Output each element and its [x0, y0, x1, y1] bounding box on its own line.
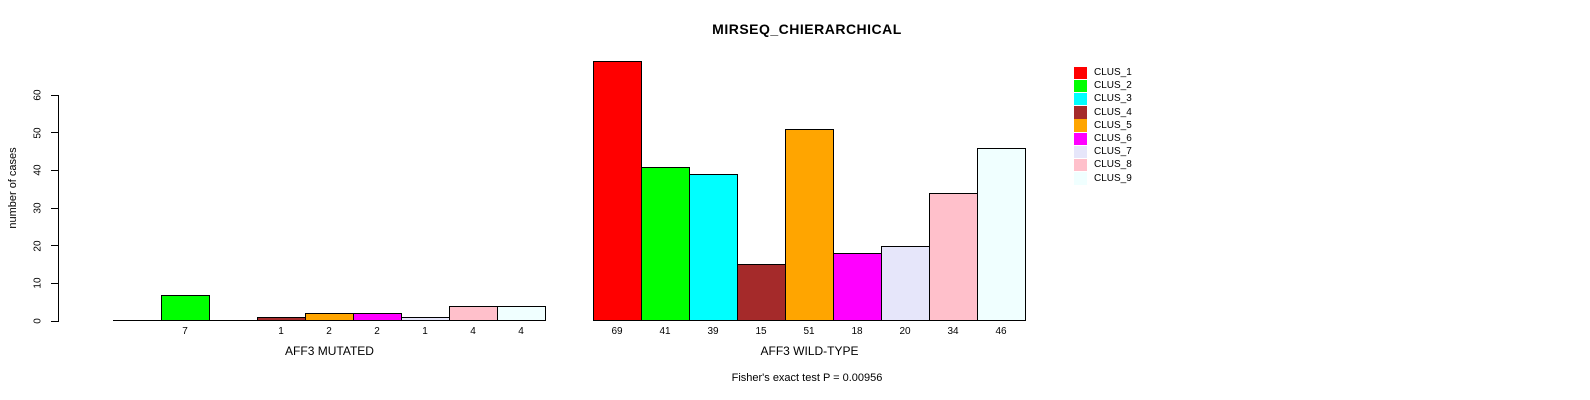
legend: CLUS_1 CLUS_2 CLUS_3 CLUS_4 CLUS_5 CLUS_6 CLUS… — [1074, 66, 1184, 188]
bar — [401, 317, 450, 321]
bar — [449, 306, 498, 321]
legend-row: CLUS_3 — [1074, 92, 1184, 106]
y-tick-label: 50 — [32, 127, 44, 139]
bar — [977, 148, 1026, 321]
bar — [497, 306, 546, 321]
bar-label: 34 — [947, 326, 959, 337]
legend-label: CLUS_6 — [1094, 133, 1132, 144]
legend-swatch — [1074, 92, 1087, 106]
y-tick-mark — [51, 207, 58, 209]
legend-label: CLUS_1 — [1094, 67, 1132, 78]
y-tick-mark — [51, 132, 58, 134]
bar-label: 69 — [611, 326, 623, 337]
bar-label: 4 — [470, 326, 476, 337]
legend-swatch — [1074, 158, 1087, 172]
legend-label: CLUS_5 — [1094, 119, 1132, 131]
legend-row: CLUS_5 — [1074, 119, 1184, 132]
group-label: AFF3 MUTATED — [285, 344, 374, 358]
bar — [785, 129, 834, 321]
bar — [881, 246, 930, 321]
legend-swatch — [1074, 79, 1087, 93]
bar-label: 2 — [374, 326, 380, 337]
legend-swatch — [1074, 132, 1087, 146]
bar — [641, 167, 690, 321]
bar — [689, 174, 738, 321]
bar-label: 2 — [326, 326, 332, 337]
legend-label: CLUS_7 — [1094, 146, 1132, 158]
y-axis-line — [58, 95, 59, 322]
legend-swatch — [1074, 66, 1087, 80]
bar-label: 51 — [803, 326, 815, 337]
legend-swatch — [1074, 145, 1087, 159]
chart-title: MIRSEQ_CHIERARCHICAL — [712, 21, 902, 37]
y-tick-label: 20 — [32, 240, 44, 252]
y-tick-mark — [51, 245, 58, 247]
bar-label: 4 — [518, 326, 524, 337]
legend-swatch — [1074, 172, 1087, 185]
bar — [737, 264, 786, 321]
legend-label: CLUS_4 — [1094, 106, 1132, 118]
legend-label: CLUS_9 — [1094, 172, 1132, 184]
bar-label: 15 — [755, 326, 767, 337]
bar — [161, 295, 210, 321]
legend-row: CLUS_1 — [1074, 66, 1184, 80]
bar — [929, 193, 978, 321]
legend-row: CLUS_8 — [1074, 158, 1184, 172]
bar-label: 1 — [278, 326, 284, 337]
legend-row: CLUS_6 — [1074, 132, 1184, 146]
bar — [593, 61, 642, 321]
bar-label: 20 — [899, 326, 911, 337]
legend-label: CLUS_8 — [1094, 159, 1132, 171]
y-tick-label: 30 — [32, 202, 44, 214]
y-tick-label: 0 — [32, 318, 44, 324]
y-axis-label: number of cases — [7, 147, 19, 229]
y-tick-label: 60 — [32, 89, 44, 101]
y-tick-mark — [51, 94, 58, 96]
y-tick-label: 10 — [32, 277, 44, 289]
legend-row: CLUS_2 — [1074, 79, 1184, 93]
legend-row: CLUS_4 — [1074, 106, 1184, 119]
legend-swatch — [1074, 119, 1087, 132]
legend-label: CLUS_2 — [1094, 80, 1132, 92]
y-tick-mark — [51, 320, 58, 322]
bar — [257, 317, 306, 321]
legend-label: CLUS_3 — [1094, 93, 1132, 105]
bar — [353, 313, 402, 321]
y-tick-mark — [51, 169, 58, 171]
legend-row: CLUS_9 — [1074, 172, 1184, 185]
bar-label: 46 — [995, 326, 1007, 337]
group-label: AFF3 WILD-TYPE — [760, 344, 859, 358]
bar-label: 18 — [851, 326, 863, 337]
legend-row: CLUS_7 — [1074, 145, 1184, 159]
legend-swatch — [1074, 106, 1087, 119]
y-tick-mark — [51, 282, 58, 284]
bar-label: 1 — [422, 326, 428, 337]
bar — [833, 253, 882, 321]
bar — [305, 313, 354, 321]
bar-label: 39 — [707, 326, 719, 337]
bar-label: 41 — [659, 326, 671, 337]
fisher-test-annotation: Fisher's exact test P = 0.00956 — [731, 372, 883, 384]
y-tick-label: 40 — [32, 164, 44, 176]
bar-label: 7 — [182, 326, 188, 337]
